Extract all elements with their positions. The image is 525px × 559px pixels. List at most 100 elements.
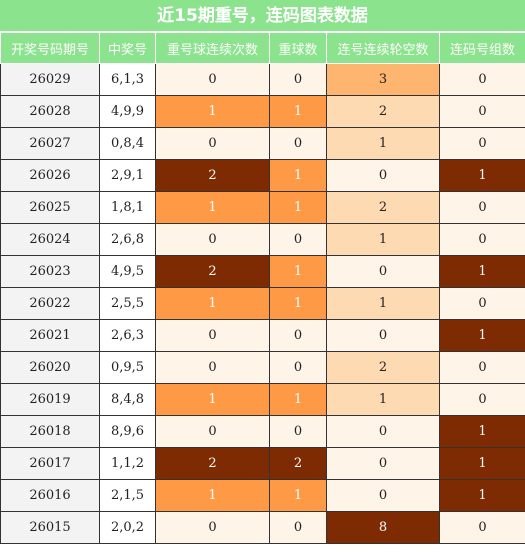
draw-cell: 8,4,8 bbox=[99, 383, 156, 416]
table-row: 26028 4,9,9 1 1 2 0 bbox=[0, 95, 525, 128]
consec-gap-cell: 1 bbox=[326, 287, 440, 320]
header-repeat-count: 重球数 bbox=[269, 32, 327, 64]
draw-cell: 4,9,9 bbox=[99, 95, 156, 128]
table-row: 26025 1,8,1 1 1 2 0 bbox=[0, 191, 525, 224]
consec-gap-cell: 0 bbox=[326, 159, 440, 192]
consec-gap-cell: 2 bbox=[326, 95, 440, 128]
issue-cell: 26028 bbox=[0, 95, 100, 128]
table-row: 26021 2,6,3 0 0 0 1 bbox=[0, 319, 525, 352]
repeat-streak-cell: 1 bbox=[155, 287, 270, 320]
repeat-count-cell: 1 bbox=[269, 159, 327, 192]
consec-groups-cell: 1 bbox=[439, 159, 525, 192]
draw-cell: 2,6,8 bbox=[99, 223, 156, 256]
header-issue: 开奖号码期号 bbox=[0, 32, 100, 64]
repeat-count-cell: 0 bbox=[269, 415, 327, 448]
table-row: 26029 6,1,3 0 0 3 0 bbox=[0, 63, 525, 96]
table-row: 26022 2,5,5 1 1 1 0 bbox=[0, 287, 525, 320]
consec-groups-cell: 1 bbox=[439, 255, 525, 288]
draw-cell: 0,9,5 bbox=[99, 351, 156, 384]
repeat-streak-cell: 2 bbox=[155, 447, 270, 480]
repeat-streak-cell: 1 bbox=[155, 191, 270, 224]
repeat-streak-cell: 2 bbox=[155, 159, 270, 192]
repeat-count-cell: 1 bbox=[269, 479, 327, 512]
repeat-count-cell: 1 bbox=[269, 287, 327, 320]
issue-cell: 26022 bbox=[0, 287, 100, 320]
consec-gap-cell: 1 bbox=[326, 383, 440, 416]
consec-groups-cell: 0 bbox=[439, 95, 525, 128]
issue-cell: 26024 bbox=[0, 223, 100, 256]
repeat-streak-cell: 1 bbox=[155, 95, 270, 128]
draw-cell: 4,9,5 bbox=[99, 255, 156, 288]
repeat-count-cell: 0 bbox=[269, 511, 327, 544]
table-row: 26015 2,0,2 0 0 8 0 bbox=[0, 511, 525, 544]
repeat-streak-cell: 1 bbox=[155, 479, 270, 512]
issue-cell: 26021 bbox=[0, 319, 100, 352]
consec-gap-cell: 3 bbox=[326, 63, 440, 96]
repeat-streak-cell: 1 bbox=[155, 383, 270, 416]
header-consec-gap: 连号连续轮空数 bbox=[326, 32, 440, 64]
issue-cell: 26017 bbox=[0, 447, 100, 480]
repeat-streak-cell: 0 bbox=[155, 223, 270, 256]
consec-groups-cell: 0 bbox=[439, 191, 525, 224]
page-title: 近15期重号，连码图表数据 bbox=[0, 0, 525, 32]
table-body: 26029 6,1,3 0 0 3 0 26028 4,9,9 1 1 2 0 26027 0,8,4 0 0… bbox=[0, 63, 525, 544]
table-row: 26016 2,1,5 1 1 0 1 bbox=[0, 479, 525, 512]
repeat-streak-cell: 0 bbox=[155, 415, 270, 448]
consec-groups-cell: 0 bbox=[439, 511, 525, 544]
issue-cell: 26025 bbox=[0, 191, 100, 224]
table-row: 26024 2,6,8 0 0 1 0 bbox=[0, 223, 525, 256]
consec-gap-cell: 1 bbox=[326, 223, 440, 256]
consec-groups-cell: 0 bbox=[439, 351, 525, 384]
consec-gap-cell: 1 bbox=[326, 127, 440, 160]
consec-gap-cell: 0 bbox=[326, 319, 440, 352]
draw-cell: 1,1,2 bbox=[99, 447, 156, 480]
issue-cell: 26027 bbox=[0, 127, 100, 160]
issue-cell: 26015 bbox=[0, 511, 100, 544]
issue-cell: 26029 bbox=[0, 63, 100, 96]
draw-cell: 1,8,1 bbox=[99, 191, 156, 224]
draw-cell: 0,8,4 bbox=[99, 127, 156, 160]
consec-gap-cell: 2 bbox=[326, 191, 440, 224]
table-row: 26023 4,9,5 2 1 0 1 bbox=[0, 255, 525, 288]
repeat-count-cell: 0 bbox=[269, 351, 327, 384]
data-table: 开奖号码期号 中奖号 重号球连续次数 重球数 连号连续轮空数 连码号组数 260… bbox=[0, 32, 525, 544]
issue-cell: 26018 bbox=[0, 415, 100, 448]
draw-cell: 2,9,1 bbox=[99, 159, 156, 192]
draw-cell: 2,6,3 bbox=[99, 319, 156, 352]
repeat-count-cell: 0 bbox=[269, 63, 327, 96]
consec-groups-cell: 1 bbox=[439, 479, 525, 512]
header-consec-groups: 连码号组数 bbox=[439, 32, 525, 64]
table-row: 26017 1,1,2 2 2 0 1 bbox=[0, 447, 525, 480]
repeat-count-cell: 1 bbox=[269, 255, 327, 288]
table-row: 26027 0,8,4 0 0 1 0 bbox=[0, 127, 525, 160]
draw-cell: 8,9,6 bbox=[99, 415, 156, 448]
table-row: 26019 8,4,8 1 1 1 0 bbox=[0, 383, 525, 416]
table-row: 26020 0,9,5 0 0 2 0 bbox=[0, 351, 525, 384]
consec-groups-cell: 0 bbox=[439, 287, 525, 320]
repeat-count-cell: 1 bbox=[269, 191, 327, 224]
table-row: 26018 8,9,6 0 0 0 1 bbox=[0, 415, 525, 448]
issue-cell: 26016 bbox=[0, 479, 100, 512]
consec-groups-cell: 0 bbox=[439, 383, 525, 416]
issue-cell: 26023 bbox=[0, 255, 100, 288]
consec-groups-cell: 1 bbox=[439, 415, 525, 448]
repeat-streak-cell: 0 bbox=[155, 319, 270, 352]
consec-gap-cell: 0 bbox=[326, 447, 440, 480]
consec-groups-cell: 1 bbox=[439, 319, 525, 352]
draw-cell: 2,1,5 bbox=[99, 479, 156, 512]
repeat-count-cell: 2 bbox=[269, 447, 327, 480]
header-repeat-streak: 重号球连续次数 bbox=[155, 32, 270, 64]
repeat-count-cell: 0 bbox=[269, 127, 327, 160]
repeat-count-cell: 0 bbox=[269, 319, 327, 352]
header-draw: 中奖号 bbox=[99, 32, 156, 64]
draw-cell: 6,1,3 bbox=[99, 63, 156, 96]
repeat-streak-cell: 2 bbox=[155, 255, 270, 288]
repeat-count-cell: 1 bbox=[269, 383, 327, 416]
consec-groups-cell: 0 bbox=[439, 127, 525, 160]
issue-cell: 26020 bbox=[0, 351, 100, 384]
consec-gap-cell: 0 bbox=[326, 479, 440, 512]
issue-cell: 26019 bbox=[0, 383, 100, 416]
repeat-streak-cell: 0 bbox=[155, 511, 270, 544]
repeat-streak-cell: 0 bbox=[155, 351, 270, 384]
